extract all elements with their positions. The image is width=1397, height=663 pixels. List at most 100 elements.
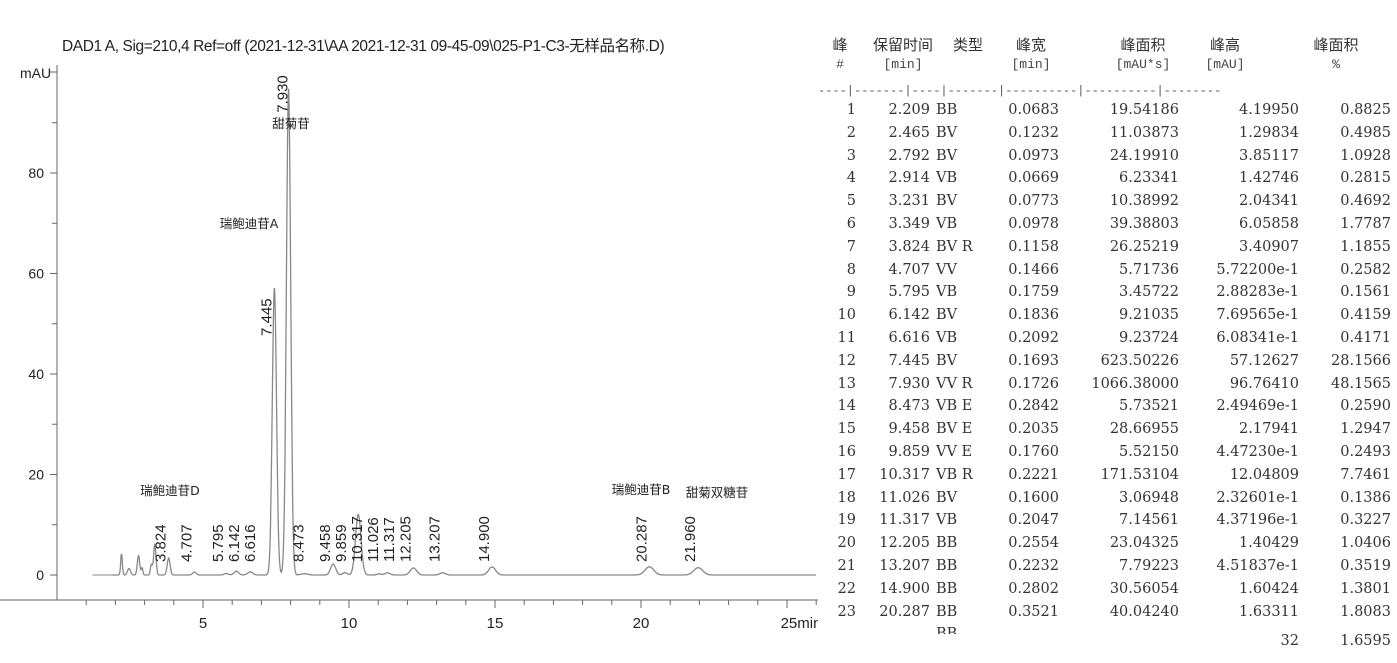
table-cell: 4.51837e-1 (1216, 558, 1299, 574)
table-row: 14 8.473 VB E 0.2842 5.73521 2.49469e-1 0.2590 (818, 398, 1397, 420)
table-cell: 5.72200e-1 (1216, 261, 1299, 278)
compound-annotation: 甜菊苷 (272, 116, 310, 131)
y-tick-label: 80 (28, 165, 44, 181)
table-row: 16 9.859 VV E 0.1760 5.52150 4.47230e-1 0.2493 (818, 444, 1397, 466)
table-row-tail: 32 1.6595 (818, 633, 1397, 655)
table-cell: BB (936, 580, 958, 597)
peak-label: 14.900 (476, 516, 493, 562)
column-unit: % (1332, 57, 1340, 72)
table-cell: 2.209 (888, 102, 930, 118)
compound-annotation: 瑞鲍迪苷B (612, 482, 671, 497)
table-cell: 9.21035 (1119, 307, 1179, 324)
table-cell: 6.08341e-1 (1216, 330, 1299, 346)
compound-annotation: 瑞鲍迪苷A (220, 216, 279, 231)
table-row: 22 14.900 BB 0.2802 30.56054 1.60424 1.3801 (818, 581, 1397, 603)
peak-label: 20.287 (633, 516, 650, 562)
table-cell: 0.1386 (1340, 489, 1391, 506)
table-cell: 7.69565e-1 (1216, 307, 1299, 324)
column-header: 类型 (952, 36, 983, 54)
table-row: 8 4.707 VV 0.1466 5.71736 5.72200e-1 0.2582 (818, 262, 1397, 284)
table-cell: 17 (837, 466, 856, 483)
table-cell: BB (936, 626, 958, 635)
table-cell: 11 (837, 330, 856, 346)
table-cell: BV R (936, 238, 973, 255)
table-row: 18 11.026 BV 0.1600 3.06948 2.32601e-1 0.1386 (818, 490, 1397, 512)
table-cell: 5 (846, 193, 856, 210)
peak-label: 7.445 (258, 298, 275, 336)
table-cell: 10.38992 (1109, 193, 1179, 210)
table-cell: 10.317 (879, 466, 930, 483)
table-cell: 8 (846, 261, 856, 278)
table-cell: 4 (846, 170, 856, 187)
table-row: 7 3.824 BV R 0.1158 26.25219 3.40907 1.1855 (818, 239, 1397, 261)
table-cell: VB E (936, 398, 973, 415)
table-cell: BB (936, 535, 958, 552)
table-cell: 0.3521 (1008, 603, 1059, 620)
table-cell: 2.465 (888, 124, 930, 141)
table-cell: 0.2493 (1340, 444, 1391, 460)
table-cell: 0.0773 (1008, 193, 1059, 210)
table-cell: 8.473 (888, 398, 930, 415)
table-cell: 15 (837, 421, 856, 438)
table-cell: 9.458 (888, 421, 930, 438)
table-cell: 20 (837, 535, 856, 552)
table-cell: 3.349 (888, 216, 930, 232)
compound-annotation: 瑞鲍迪苷D (140, 483, 200, 498)
table-row: 12 7.445 BV 0.1693 623.50226 57.12627 28.1566 (818, 353, 1397, 375)
table-cell: VB (936, 216, 958, 232)
table-row: 13 7.930 VV R 0.1726 1066.38000 96.76410 48.15… (818, 376, 1397, 398)
table-cell: BB (936, 558, 958, 574)
table-cell: 3.40907 (1239, 238, 1299, 255)
peak-label: 7.930 (274, 75, 291, 113)
peak-label: 11.026 (365, 517, 382, 562)
table-cell: 26.25219 (1109, 238, 1179, 255)
table-cell: BV (936, 489, 958, 506)
table-row: 2 2.465 BV 0.1232 11.03873 1.29834 0.4985 (818, 125, 1397, 147)
table-cell: 0.2047 (1008, 512, 1059, 529)
table-cell: 0.1232 (1008, 124, 1059, 141)
table-cell: 0.2232 (1008, 558, 1059, 574)
table-cell: 0.0669 (1008, 170, 1059, 187)
table-cell: 3 (846, 147, 856, 164)
table-cell: 9.23724 (1119, 330, 1179, 346)
table-row: 10 6.142 BV 0.1836 9.21035 7.69565e-1 0.4159 (818, 307, 1397, 329)
table-cell: 23.04325 (1109, 535, 1179, 552)
table-cell: 0.0973 (1008, 147, 1059, 164)
table-cell: 0.3227 (1340, 512, 1391, 529)
table-cell: 20.287 (879, 603, 930, 620)
table-cell: 96.76410 (1229, 375, 1299, 392)
table-cell: 11.317 (879, 512, 930, 529)
table-cell: 0.8825 (1340, 102, 1391, 118)
table-cell: 9.859 (888, 444, 930, 460)
table-cell: 6 (846, 216, 856, 232)
table-cell: VB (936, 170, 958, 187)
table-row: 6 3.349 VB 0.0978 39.38803 6.05858 1.7787 (818, 216, 1397, 238)
table-cell: 12 (837, 352, 856, 369)
peak-label: 12.205 (397, 516, 414, 562)
table-cell: 28.66955 (1109, 421, 1179, 438)
table-cell: 1.8083 (1340, 603, 1391, 620)
table-cell: 1.60424 (1239, 580, 1299, 597)
table-cell: 3.45722 (1119, 284, 1179, 301)
table-cell: 0.1158 (1008, 238, 1059, 255)
table-cell: BV (936, 124, 958, 141)
table-cell: VB (936, 284, 958, 301)
table-cell: 11.03873 (1109, 124, 1179, 141)
column-header: 峰高 (1209, 36, 1240, 54)
peak-label: 5.795 (210, 524, 227, 562)
column-unit: [mAU] (1205, 57, 1245, 72)
table-cell: 0.2221 (1008, 466, 1059, 483)
table-cell: 0.1600 (1008, 489, 1059, 506)
table-cell: 13 (837, 375, 856, 392)
peak-label: 13.207 (427, 516, 444, 562)
table-cell: 23 (837, 603, 856, 620)
table-row: 3 2.792 BV 0.0973 24.19910 3.85117 1.0928 (818, 148, 1397, 170)
table-cell: 0.2802 (1008, 580, 1059, 597)
table-cell: 0.4159 (1340, 307, 1391, 324)
y-tick-label: 20 (28, 467, 44, 483)
table-cell: 5.795 (888, 284, 930, 301)
table-cell: BB (936, 603, 958, 620)
signal-trace (112, 88, 816, 576)
column-unit: # (836, 57, 844, 72)
